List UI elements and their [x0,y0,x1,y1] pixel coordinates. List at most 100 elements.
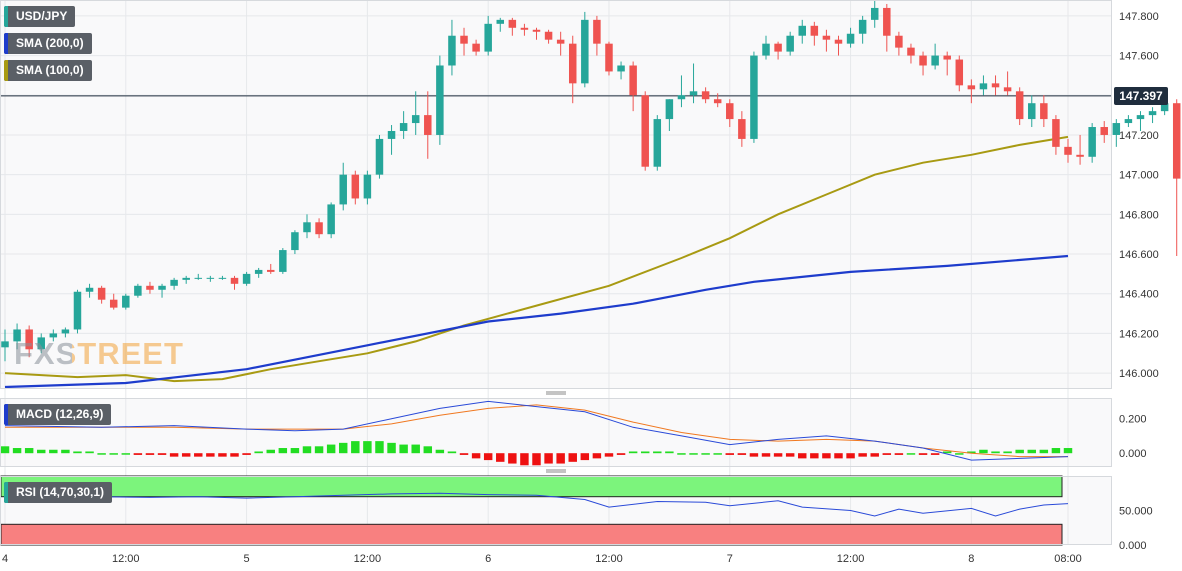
macd-histogram-bar [628,451,638,454]
candle-up [158,285,166,290]
sma100-label: SMA (100,0) [16,63,84,77]
candle-up [363,174,372,199]
candle-up [496,19,505,24]
macd-histogram-bar [834,453,843,459]
candle-up [581,19,589,84]
candle-up [206,277,215,279]
symbol-label: USD/JPY [16,9,68,23]
candle-down [315,222,323,235]
candle-down [955,59,964,86]
sma-lines [0,95,1112,389]
macd-histogram-bar [121,453,131,455]
macd-histogram-bar [37,449,46,454]
time-tick-label: 12:00 [354,553,382,565]
pane-border [0,476,1112,545]
candle-up [1148,111,1157,116]
candle-down [629,65,637,96]
rsi-tick-label: 50.000 [1119,506,1153,518]
macd-histogram-bar [1063,448,1073,454]
macd-histogram-bar [858,453,867,457]
sma200-tag[interactable]: SMA (200,0) [4,33,92,54]
symbol-tag[interactable]: USD/JPY [4,6,76,27]
rsi-tick-label: 0.000 [1119,540,1147,552]
macd-histogram-bar [363,441,372,454]
candle-down [593,19,601,44]
candle-up [798,25,806,36]
candle-down [97,287,106,300]
rsi-tag[interactable]: RSI (14,70,30,1) [4,482,113,503]
candle-up [339,174,347,205]
candle-up [134,285,142,296]
candle-up [399,123,408,131]
price-tick-label: 147.200 [1119,130,1159,142]
time-tick-label: 08:00 [1054,553,1082,565]
macd-histogram-bar [254,451,263,454]
macd-histogram-bar [665,451,674,454]
candle-down [1064,146,1072,155]
symbol-color-bar [4,6,8,27]
macd-histogram-bar [544,453,553,464]
macd-histogram-bar [846,453,855,459]
candle-up [436,65,444,135]
macd-histogram-bar [61,449,70,454]
candle-down [1172,103,1181,179]
macd-histogram-bar [459,453,469,455]
macd-histogram-bar [640,451,650,454]
price-tick-label: 146.600 [1119,249,1159,261]
candle-up [122,295,130,308]
candle-down [532,29,541,32]
candle-down [883,7,891,36]
candle-up [786,35,794,52]
candle-up [1112,123,1121,135]
macd-label: MACD (12,26,9) [16,407,104,421]
macd-histogram-bar [326,444,336,454]
macd-tick-label: 0.200 [1119,414,1147,426]
candle-up [750,55,758,139]
macd-histogram-bar [242,453,251,455]
candle-up [387,130,396,139]
sma100-tag[interactable]: SMA (100,0) [4,60,92,81]
candle-down [424,115,432,135]
macd-line [4,400,1069,461]
price-tick-label: 146.800 [1119,209,1159,221]
candle-down [967,85,976,90]
rsi-pane [4,492,1069,517]
candle-down [230,277,239,284]
macd-histogram-bar [725,453,735,455]
candle-up [484,23,492,52]
macd-histogram-bar [314,446,324,454]
macd-histogram-bar [73,451,82,454]
candle-up [13,329,21,342]
macd-tag[interactable]: MACD (12,26,9) [4,404,112,425]
candle-up [182,277,190,280]
macd-histogram-bar [1051,448,1061,454]
candle-up [1,341,9,348]
time-tick-label: 7 [727,553,733,565]
candle-up [846,33,855,44]
candle-down [1052,119,1060,147]
candle-down [822,35,831,40]
last-price-badge: 147.397 [1114,87,1168,105]
candle-down [834,39,843,44]
macd-histogram-bar [918,453,928,455]
macd-histogram-bar [942,451,952,454]
macd-histogram-bar [97,453,106,455]
macd-histogram-bar [375,441,384,454]
candle-up [979,83,988,90]
watermark-text: FXSTREET [14,336,184,371]
candle-up [689,91,698,96]
macd-histogram-bar [338,442,348,454]
candle-up [327,204,335,235]
macd-histogram-bar [773,453,783,457]
candle-up [242,273,251,284]
macd-histogram-bar [967,451,976,454]
candle-up [49,333,58,338]
candle-up [1136,115,1145,120]
macd-histogram-bar [0,446,10,454]
macd-histogram-bar [737,453,747,455]
macd-histogram-bar [520,453,529,466]
macd-histogram-bar [435,449,445,454]
macd-histogram-bar [1003,451,1012,454]
candle-down [641,95,649,167]
candle-down [146,285,154,290]
